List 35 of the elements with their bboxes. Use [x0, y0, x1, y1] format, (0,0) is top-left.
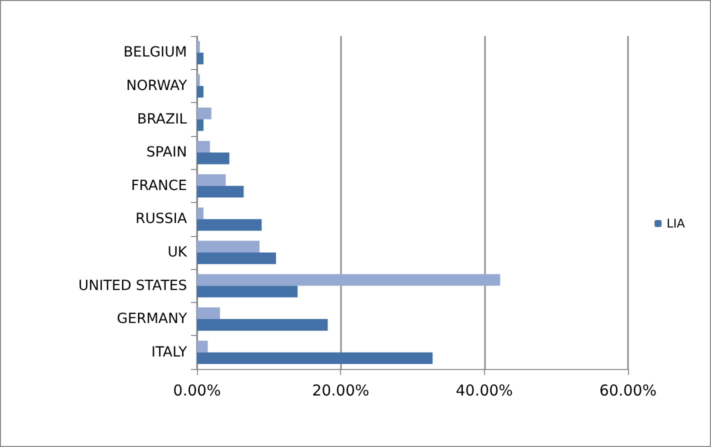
bar — [197, 240, 260, 252]
bar — [197, 319, 328, 331]
y-tick-label: UK — [168, 244, 188, 260]
y-tick-label: BRAZIL — [137, 111, 188, 128]
bar — [197, 186, 244, 198]
bar — [197, 174, 226, 186]
y-tick-label: RUSSIA — [136, 211, 188, 228]
bar — [197, 307, 220, 320]
x-tick-label: 0.00% — [173, 382, 221, 400]
bar — [197, 52, 204, 64]
bar — [197, 274, 500, 286]
y-tick-label: UNITED STATES — [78, 278, 188, 294]
bar — [197, 340, 208, 352]
bar — [197, 252, 276, 264]
bar — [197, 86, 204, 98]
bar — [197, 352, 433, 364]
bar — [197, 152, 230, 164]
y-tick-label: GERMANY — [116, 311, 188, 328]
bar — [197, 108, 212, 120]
bar — [197, 74, 200, 86]
bar — [197, 40, 200, 53]
y-tick-label: FRANCE — [131, 178, 187, 194]
bar — [197, 140, 210, 153]
bar — [197, 286, 298, 298]
y-tick-label: NORWAY — [126, 78, 188, 94]
bar — [197, 219, 262, 231]
x-tick-label: 20.00% — [312, 382, 370, 400]
y-tick-label: BELGIUM — [123, 44, 187, 61]
bar — [197, 207, 204, 220]
x-tick-label: 40.00% — [456, 382, 513, 400]
bar — [197, 119, 204, 131]
x-tick-label: 60.00% — [599, 382, 657, 400]
y-tick-label: ITALY — [151, 344, 188, 360]
legend-label: LIA — [666, 216, 686, 230]
y-tick-label: SPAIN — [146, 144, 187, 161]
